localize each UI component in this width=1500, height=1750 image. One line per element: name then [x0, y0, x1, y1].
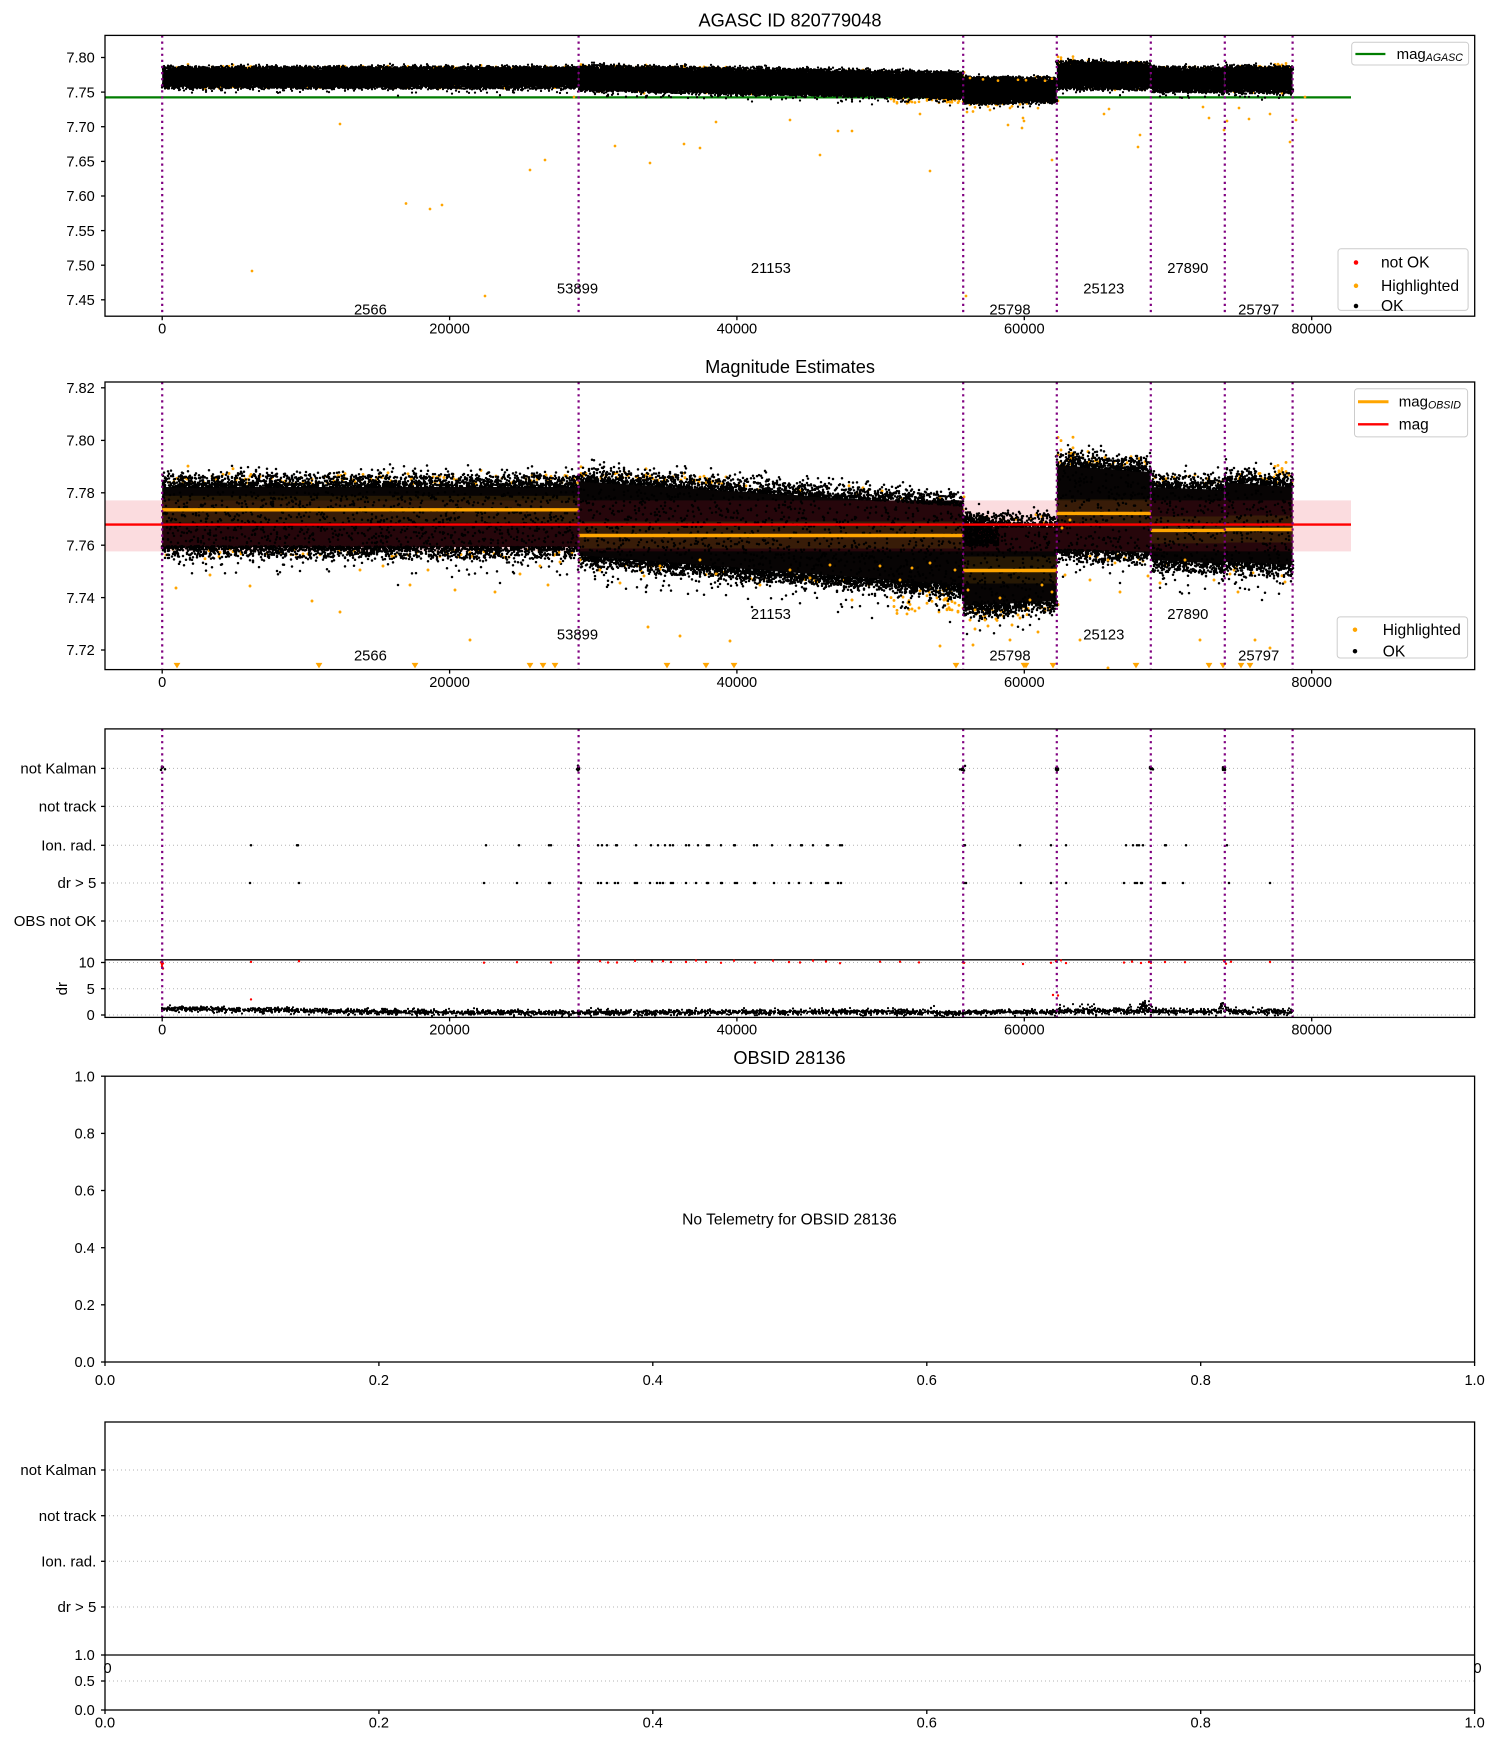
svg-text:OBS not OK: OBS not OK — [14, 913, 97, 930]
svg-text:40000: 40000 — [717, 675, 758, 691]
svg-text:OK: OK — [1383, 643, 1406, 660]
svg-text:1.0: 1.0 — [1464, 1715, 1484, 1731]
svg-text:1.0: 1.0 — [75, 1069, 95, 1085]
svg-text:7.76: 7.76 — [66, 538, 94, 554]
svg-text:7.45: 7.45 — [66, 293, 94, 309]
svg-text:25123: 25123 — [1083, 628, 1124, 644]
svg-text:0.6: 0.6 — [917, 1373, 937, 1389]
svg-text:0.0: 0.0 — [75, 1703, 95, 1719]
svg-text:not Kalman: not Kalman — [20, 1462, 96, 1479]
svg-text:dr > 5: dr > 5 — [58, 875, 97, 892]
svg-text:0.0: 0.0 — [75, 1355, 95, 1371]
svg-text:25798: 25798 — [989, 648, 1030, 664]
svg-text:7.80: 7.80 — [66, 434, 94, 450]
svg-text:20000: 20000 — [429, 675, 470, 691]
svg-text:not Kalman: not Kalman — [20, 761, 96, 778]
svg-text:7.75: 7.75 — [66, 85, 94, 101]
svg-text:0.8: 0.8 — [1191, 1373, 1211, 1389]
svg-text:7.55: 7.55 — [66, 224, 94, 240]
svg-text:dr: dr — [54, 982, 71, 995]
svg-text:7.65: 7.65 — [66, 155, 94, 171]
svg-text:dr > 5: dr > 5 — [58, 1599, 97, 1616]
svg-text:2566: 2566 — [354, 303, 387, 319]
svg-text:20000: 20000 — [429, 1023, 470, 1039]
svg-text:0: 0 — [158, 322, 166, 338]
svg-text:7.82: 7.82 — [66, 381, 94, 397]
svg-text:0.0: 0.0 — [95, 1715, 115, 1731]
svg-text:0.8: 0.8 — [1191, 1715, 1211, 1731]
svg-text:7.74: 7.74 — [66, 591, 94, 607]
svg-text:25123: 25123 — [1083, 282, 1124, 298]
svg-text:5: 5 — [87, 982, 95, 998]
svg-text:Ion. rad.: Ion. rad. — [41, 1554, 96, 1571]
svg-text:0.2: 0.2 — [369, 1715, 389, 1731]
svg-text:60000: 60000 — [1004, 675, 1045, 691]
svg-text:10: 10 — [79, 956, 95, 972]
svg-text:0.2: 0.2 — [369, 1373, 389, 1389]
svg-text:40000: 40000 — [717, 322, 758, 338]
svg-text:2566: 2566 — [354, 648, 387, 664]
svg-text:0.2: 0.2 — [75, 1298, 95, 1314]
svg-text:21153: 21153 — [751, 607, 791, 623]
svg-text:not track: not track — [39, 1508, 97, 1525]
svg-text:0.6: 0.6 — [917, 1715, 937, 1731]
svg-text:60000: 60000 — [1004, 322, 1045, 338]
svg-text:0.4: 0.4 — [643, 1373, 663, 1389]
svg-text:0: 0 — [1473, 1661, 1481, 1677]
svg-text:7.60: 7.60 — [66, 189, 94, 205]
svg-text:25798: 25798 — [989, 303, 1030, 319]
svg-text:0: 0 — [103, 1661, 111, 1677]
svg-text:53899: 53899 — [557, 282, 598, 298]
svg-text:No Telemetry for OBSID 28136: No Telemetry for OBSID 28136 — [682, 1211, 897, 1228]
svg-text:60000: 60000 — [1004, 1023, 1045, 1039]
svg-text:80000: 80000 — [1291, 675, 1332, 691]
svg-text:OK: OK — [1381, 298, 1404, 315]
svg-text:0: 0 — [87, 1008, 95, 1024]
svg-text:40000: 40000 — [717, 1023, 758, 1039]
svg-text:7.72: 7.72 — [66, 643, 94, 659]
svg-text:7.80: 7.80 — [66, 51, 94, 67]
svg-text:1.0: 1.0 — [75, 1648, 95, 1664]
svg-text:7.78: 7.78 — [66, 486, 94, 502]
svg-text:not track: not track — [39, 799, 97, 816]
svg-text:0: 0 — [158, 675, 166, 691]
svg-text:AGASC ID 820779048: AGASC ID 820779048 — [698, 11, 881, 31]
svg-text:25797: 25797 — [1238, 648, 1279, 664]
svg-text:Magnitude Estimates: Magnitude Estimates — [705, 357, 875, 377]
svg-text:0.8: 0.8 — [75, 1127, 95, 1143]
svg-text:Highlighted: Highlighted — [1383, 622, 1461, 639]
svg-text:0.6: 0.6 — [75, 1184, 95, 1200]
svg-text:OBSID 28136: OBSID 28136 — [733, 1048, 845, 1068]
svg-text:20000: 20000 — [429, 322, 470, 338]
svg-text:0.5: 0.5 — [75, 1674, 95, 1690]
svg-text:21153: 21153 — [751, 261, 791, 277]
svg-text:0: 0 — [158, 1023, 166, 1039]
svg-text:Ion. rad.: Ion. rad. — [41, 838, 96, 855]
svg-text:1.0: 1.0 — [1464, 1373, 1484, 1389]
svg-text:27890: 27890 — [1167, 607, 1208, 623]
svg-text:Highlighted: Highlighted — [1381, 278, 1459, 295]
svg-text:80000: 80000 — [1291, 322, 1332, 338]
svg-text:25797: 25797 — [1238, 303, 1279, 319]
svg-text:0.4: 0.4 — [75, 1241, 95, 1257]
svg-text:27890: 27890 — [1167, 261, 1208, 277]
svg-text:not OK: not OK — [1381, 255, 1430, 272]
svg-text:53899: 53899 — [557, 628, 598, 644]
svg-text:80000: 80000 — [1291, 1023, 1332, 1039]
svg-text:7.70: 7.70 — [66, 120, 94, 136]
svg-text:0.0: 0.0 — [95, 1373, 115, 1389]
svg-text:0.4: 0.4 — [643, 1715, 663, 1731]
svg-text:mag: mag — [1399, 416, 1429, 433]
svg-text:7.50: 7.50 — [66, 258, 94, 274]
